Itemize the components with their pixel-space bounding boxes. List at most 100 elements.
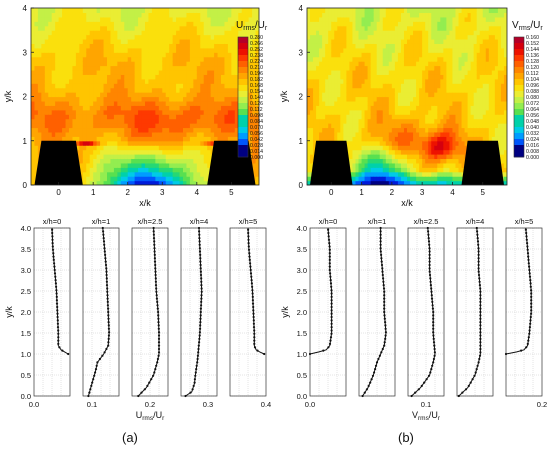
field-cell <box>148 145 152 150</box>
field-cell <box>200 35 204 40</box>
field-cell <box>76 105 80 110</box>
field-cell <box>107 12 111 17</box>
field-cell <box>66 83 70 88</box>
field-cell <box>214 92 218 97</box>
field-cell <box>155 92 159 97</box>
field-cell <box>218 57 222 62</box>
field-cell <box>228 110 232 115</box>
field-cell <box>79 30 83 35</box>
field-cell <box>193 26 197 31</box>
field-cell <box>218 92 222 97</box>
field-cell <box>162 17 166 22</box>
field-cell <box>193 48 197 53</box>
field-cell <box>173 141 177 146</box>
field-cell <box>62 83 66 88</box>
field-cell <box>169 52 173 57</box>
field-cell <box>155 141 159 146</box>
field-cell <box>193 132 197 137</box>
field-cell <box>131 163 135 168</box>
field-cell <box>162 132 166 137</box>
field-cell <box>186 35 190 40</box>
x-tick-label: 3 <box>160 188 165 197</box>
field-cell <box>190 88 194 93</box>
field-cell <box>52 88 56 93</box>
field-cell <box>211 43 215 48</box>
field-cell <box>162 8 166 13</box>
field-cell <box>79 88 83 93</box>
field-cell <box>197 136 201 141</box>
field-cell <box>190 163 194 168</box>
field-cell <box>152 79 156 84</box>
field-cell <box>90 154 94 159</box>
field-cell <box>190 176 194 181</box>
field-cell <box>249 17 253 22</box>
field-cell <box>169 158 173 163</box>
field-cell <box>162 110 166 115</box>
field-cell <box>166 92 170 97</box>
field-cell <box>152 88 156 93</box>
field-cell <box>104 154 108 159</box>
colorbar-swatch <box>238 103 248 109</box>
field-cell <box>45 110 49 115</box>
field-cell <box>93 119 97 124</box>
field-cell <box>176 21 180 26</box>
field-cell <box>38 52 42 57</box>
field-cell <box>72 83 76 88</box>
field-cell <box>224 119 228 124</box>
field-cell <box>142 172 146 177</box>
field-cell <box>128 83 132 88</box>
field-cell <box>31 172 35 177</box>
field-cell <box>200 48 204 53</box>
field-cell <box>193 92 197 97</box>
field-cell <box>117 83 121 88</box>
field-cell <box>76 17 80 22</box>
field-cell <box>193 61 197 66</box>
field-cell <box>245 17 249 22</box>
field-cell <box>200 30 204 35</box>
field-cell <box>166 30 170 35</box>
field-cell <box>231 83 235 88</box>
x-tick-label: 2 <box>126 188 131 197</box>
field-cell <box>221 105 225 110</box>
field-cell <box>197 70 201 75</box>
field-cell <box>221 26 225 31</box>
field-cell <box>180 35 184 40</box>
field-cell <box>55 127 59 132</box>
field-cell <box>152 119 156 124</box>
field-cell <box>183 167 187 172</box>
field-cell <box>114 114 118 119</box>
field-cell <box>183 17 187 22</box>
y-tick-label: 3 <box>23 48 28 57</box>
field-cell <box>176 154 180 159</box>
field-cell <box>162 52 166 57</box>
field-cell <box>200 70 204 75</box>
field-cell <box>142 26 146 31</box>
field-cell <box>59 12 63 17</box>
field-cell <box>114 101 118 106</box>
field-cell <box>117 21 121 26</box>
field-cell <box>166 70 170 75</box>
field-cell <box>34 66 38 71</box>
field-cell <box>93 88 97 93</box>
field-cell <box>76 61 80 66</box>
field-cell <box>107 158 111 163</box>
field-cell <box>117 92 121 97</box>
field-cell <box>138 26 142 31</box>
field-cell <box>159 26 163 31</box>
field-cell <box>135 79 139 84</box>
field-cell <box>138 105 142 110</box>
field-cell <box>121 114 125 119</box>
field-cell <box>34 136 38 141</box>
field-cell <box>55 43 59 48</box>
field-cell <box>207 158 211 163</box>
field-cell <box>221 119 225 124</box>
field-cell <box>197 154 201 159</box>
field-cell <box>124 88 128 93</box>
field-cell <box>48 52 52 57</box>
field-cell <box>97 39 101 44</box>
field-cell <box>121 57 125 62</box>
field-cell <box>93 163 97 168</box>
field-cell <box>162 35 166 40</box>
field-cell <box>200 145 204 150</box>
field-cell <box>166 176 170 181</box>
